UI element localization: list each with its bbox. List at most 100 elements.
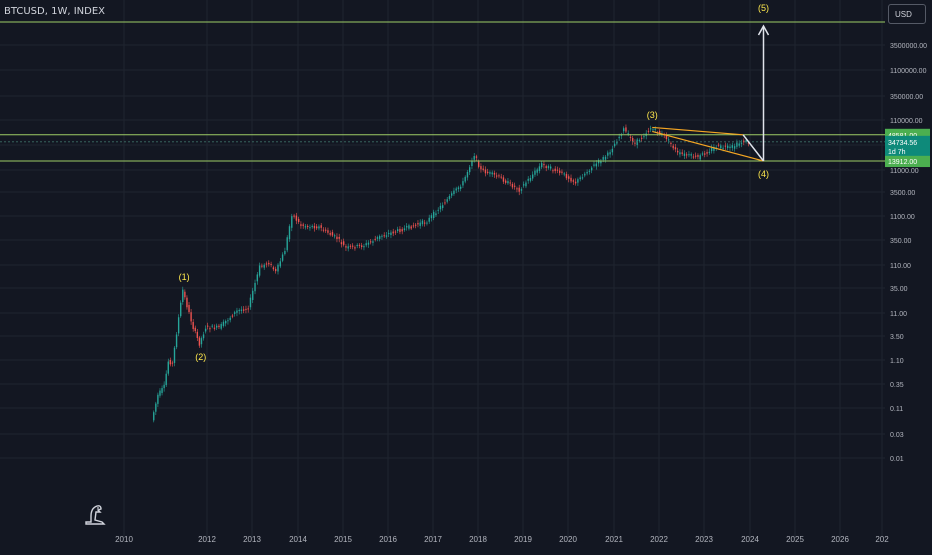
candle-body — [313, 225, 316, 229]
wave-label: (5) — [758, 3, 769, 13]
candle-body — [263, 264, 265, 268]
x-axis-tick-label: 2018 — [469, 535, 487, 544]
candle-body — [514, 185, 516, 187]
candle-body — [256, 274, 259, 282]
candle-body — [286, 237, 288, 251]
candle-body — [451, 193, 453, 196]
candle-body — [177, 317, 180, 334]
candle-body — [238, 309, 240, 312]
y-axis-tick-label: 110.00 — [890, 263, 911, 270]
candle-body — [367, 242, 370, 245]
candle-body — [563, 173, 565, 175]
candle-body — [489, 172, 491, 174]
candle-body — [706, 152, 708, 154]
candle-body — [534, 170, 536, 175]
y-axis-tick-label: 3500000.00 — [890, 43, 927, 50]
candle-body — [554, 168, 556, 172]
candle-body — [171, 362, 174, 364]
candle-body — [654, 128, 656, 130]
candle-body — [261, 265, 263, 267]
candle-body — [570, 177, 572, 182]
candle-body — [520, 189, 523, 191]
candle-body — [430, 215, 433, 219]
candle-body — [607, 152, 609, 156]
candle-body — [347, 246, 349, 249]
projection-arrow-head — [757, 24, 770, 36]
wave-label: (3) — [647, 110, 658, 120]
candle-body — [593, 164, 595, 166]
x-axis-tick-label: 2014 — [289, 535, 307, 544]
candle-body — [173, 347, 176, 363]
candle-body — [650, 128, 652, 130]
candle-body — [318, 226, 320, 229]
candle-body — [733, 146, 736, 149]
candle-body — [729, 146, 731, 148]
candle-body — [745, 140, 747, 143]
candle-body — [304, 226, 307, 228]
candle-body — [277, 264, 279, 272]
candle-body — [464, 176, 466, 182]
candle-body — [484, 169, 487, 174]
candle-body — [435, 213, 437, 216]
candle-body — [690, 154, 692, 156]
level-price-label: 13912.00 — [888, 159, 917, 166]
candle-body — [381, 235, 383, 237]
candle-body — [591, 167, 593, 171]
candle-body — [525, 182, 527, 187]
candle-body — [681, 152, 683, 154]
candle-body — [659, 130, 661, 135]
candle-body — [397, 229, 399, 232]
x-axis-tick-label: 2024 — [741, 535, 759, 544]
candle-body — [460, 186, 462, 189]
candle-body — [383, 235, 385, 237]
candle-body — [198, 337, 201, 346]
candle-body — [388, 233, 390, 235]
candle-body — [507, 181, 509, 184]
x-axis-tick-label: 2015 — [334, 535, 352, 544]
currency-button[interactable]: USD — [888, 4, 926, 24]
candle-body — [668, 139, 670, 141]
candle-body — [169, 360, 172, 365]
candle-body — [379, 236, 381, 239]
wave-label: (4) — [758, 169, 769, 179]
y-axis-tick-label: 3.50 — [890, 334, 904, 341]
candle-body — [186, 297, 188, 308]
candle-body — [354, 247, 356, 249]
candle-body — [491, 172, 493, 175]
candle-body — [192, 322, 194, 329]
candle-body — [320, 225, 322, 228]
candle-body — [627, 133, 629, 135]
candle-body — [552, 170, 554, 172]
candle-body — [704, 153, 706, 155]
candle-body — [629, 136, 632, 138]
candle-body — [586, 171, 588, 174]
x-axis-tick-label: 2026 — [831, 535, 849, 544]
candle-body — [498, 175, 500, 177]
candle-body — [677, 150, 679, 153]
candle-body — [679, 152, 681, 155]
candle-body — [408, 225, 410, 229]
candle-body — [581, 177, 584, 179]
candle-body — [493, 172, 496, 175]
candle-body — [403, 228, 406, 231]
candle-body — [720, 145, 722, 149]
candle-body — [358, 244, 361, 246]
candle-body — [708, 151, 711, 153]
candle-body — [196, 331, 199, 338]
candle-body — [322, 229, 325, 231]
candle-body — [738, 143, 740, 146]
candle-body — [588, 170, 591, 172]
candle-body — [672, 145, 674, 149]
candle-body — [175, 334, 178, 348]
candle-body — [327, 230, 329, 233]
candle-body — [692, 156, 695, 158]
triangle-lower-line — [652, 130, 764, 162]
candle-body — [265, 263, 268, 265]
candle-body — [297, 218, 300, 223]
candle-body — [365, 243, 367, 246]
candle-body — [361, 245, 363, 248]
projection-path-down — [742, 134, 765, 162]
candle-body — [184, 291, 186, 298]
